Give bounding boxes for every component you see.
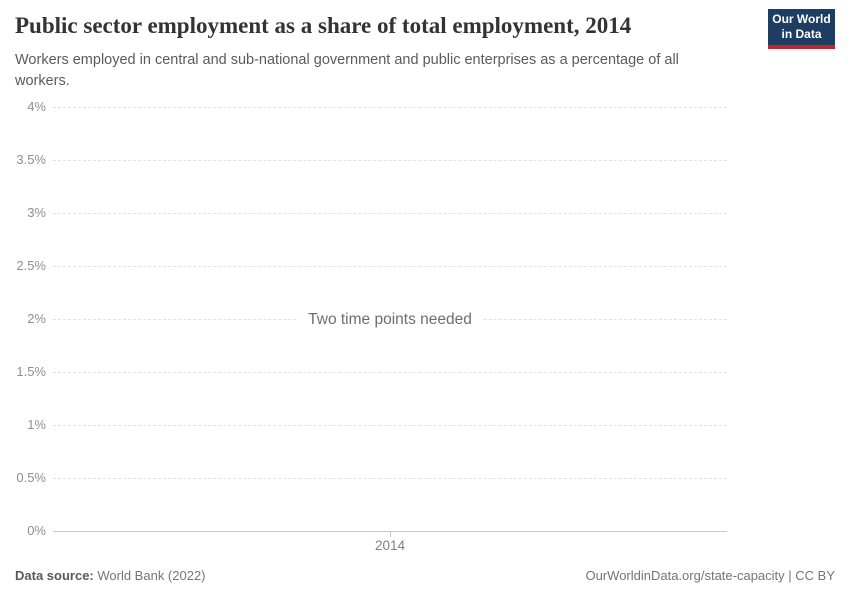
owid-logo-line1: Our World (772, 12, 831, 26)
footer-datasource: Data source: World Bank (2022) (15, 568, 206, 583)
y-axis-tick-label: 3% (27, 205, 46, 220)
owid-logo: Our World in Data (768, 9, 835, 49)
y-axis-tick-label: 4% (27, 99, 46, 114)
page-subtitle: Workers employed in central and sub-nati… (15, 52, 679, 90)
y-axis-tick-label: 1.5% (16, 364, 46, 379)
gridline (53, 160, 727, 161)
page-title: Public sector employment as a share of t… (15, 13, 632, 38)
y-axis-tick-label: 3.5% (16, 152, 46, 167)
gridline (53, 107, 727, 108)
owid-logo-line2: in Data (781, 27, 822, 41)
y-axis-tick-label: 2.5% (16, 258, 46, 273)
gridline (53, 425, 727, 426)
footer-datasource-value: World Bank (2022) (93, 568, 206, 583)
footer-attribution: OurWorldinData.org/state-capacity | CC B… (585, 568, 835, 583)
gridline (53, 266, 727, 267)
footer-datasource-label: Data source: (15, 568, 94, 583)
chart-footer: Data source: World Bank (2022) OurWorldi… (15, 568, 835, 583)
gridline (53, 478, 727, 479)
x-axis-tick-label: 2014 (374, 538, 406, 553)
y-axis-tick-label: 2% (27, 311, 46, 326)
y-axis-tick-label: 0.5% (16, 470, 46, 485)
empty-state-message: Two time points needed (298, 309, 482, 331)
y-axis-tick-label: 0% (27, 523, 46, 538)
y-axis-tick-label: 1% (27, 417, 46, 432)
x-axis-tick-mark (390, 531, 391, 537)
gridline (53, 213, 727, 214)
gridline (53, 372, 727, 373)
